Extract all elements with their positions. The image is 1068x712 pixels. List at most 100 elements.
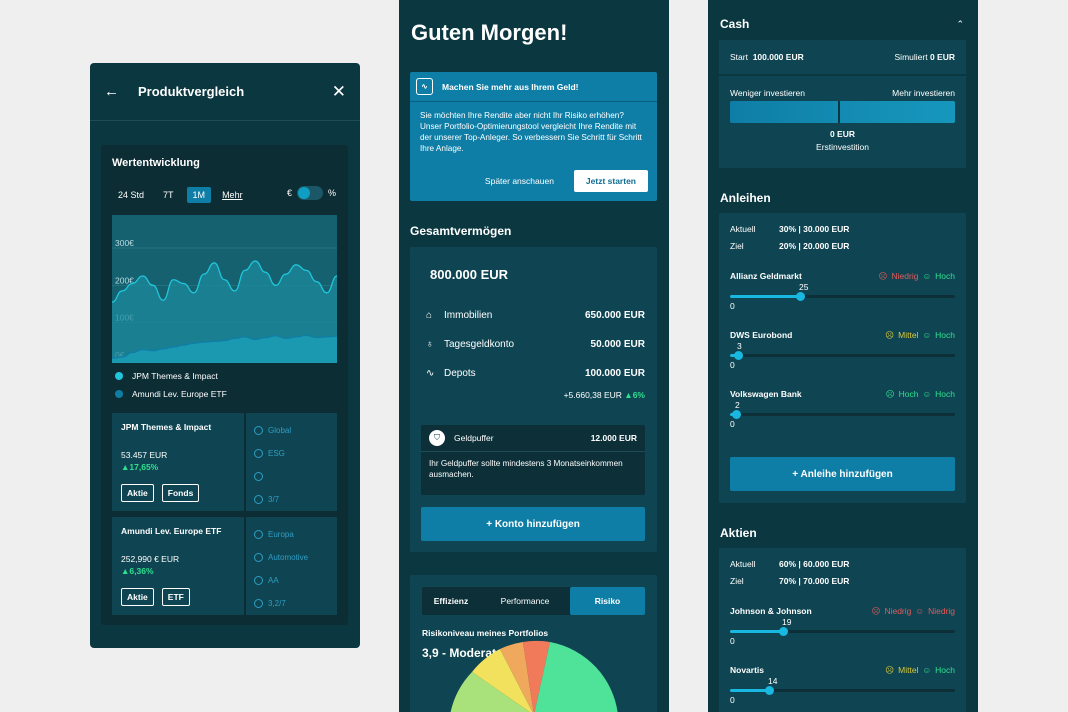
slider-handle[interactable] [796, 292, 805, 301]
return-face-icon: ☺ [915, 606, 925, 616]
back-arrow-icon[interactable]: ← [104, 83, 119, 100]
promo-header: ∿ Machen Sie mehr aus Ihrem Geld! [410, 72, 657, 102]
portfolio-analysis-card: Effizienz Performance Risiko Risikonivea… [410, 575, 657, 712]
slider-fill [730, 689, 769, 692]
cash-buffer-card: ⛉ Geldpuffer 12.000 EUR Ihr Geldpuffer s… [421, 425, 645, 495]
fund-tag: Fonds [161, 484, 200, 502]
dashboard-screen: Guten Morgen! ∿ Machen Sie mehr aus Ihre… [399, 0, 669, 712]
cash-slider-handle[interactable] [838, 101, 840, 123]
property-label: 3,2/7 [268, 599, 286, 608]
chart-legend: JPM Themes & Impact Amundi Lev. Europe E… [115, 371, 227, 407]
bonds-title: Anleihen [720, 191, 771, 205]
asset-row[interactable]: ∿ Depots 100.000 EUR [426, 368, 645, 379]
asset-row[interactable]: ♁ Tagesgeldkonto 50.000 EUR [426, 339, 645, 350]
add-bond-button[interactable]: + Anleihe hinzufügen [730, 457, 955, 491]
close-icon[interactable]: ✕ [331, 81, 346, 101]
cash-slider[interactable] [730, 101, 955, 123]
risk-ratings: ☹ Niedrig ☺ Hoch [879, 271, 955, 282]
start-button[interactable]: Jetzt starten [573, 170, 648, 192]
tab-efficiency[interactable]: Effizienz [433, 596, 469, 606]
y-tick-label: 200€ [115, 275, 134, 285]
fund-property: AA [254, 569, 329, 592]
tab-risk[interactable]: Risiko [570, 587, 645, 615]
start-value: 100.000 EUR [752, 52, 804, 62]
slider-handle[interactable] [765, 686, 774, 695]
fund-property: Automotive [254, 546, 329, 569]
fund-change: ▲6,36% [121, 566, 154, 576]
performance-chart: 300€200€100€0€ [112, 215, 337, 363]
slider-track[interactable] [730, 410, 955, 419]
cash-start: Start 100.000 EUR [730, 52, 895, 62]
asset-row[interactable]: ⌂ Immobilien 650.000 EUR [426, 310, 645, 321]
cash-subtitle: Erstinvestition [816, 142, 869, 152]
slider-min: 0 [730, 695, 735, 705]
fund-name: Amundi Lev. Europe ETF [121, 526, 222, 536]
risk-label: Risikoniveau meines Portfolios [422, 628, 549, 638]
promo-banner: ∿ Machen Sie mehr aus Ihrem Geld! Sie mö… [410, 72, 657, 201]
fund-summary: JPM Themes & Impact 53.457 EUR ▲17,65% A… [112, 413, 244, 511]
fund-properties: Global ESG 3/7 [246, 413, 337, 511]
gain-absolute: +5.660,38 EUR [563, 390, 622, 400]
asset-label: Immobilien [444, 310, 493, 321]
risk-rating: Hoch [898, 389, 919, 399]
rating-icon [254, 576, 263, 585]
buffer-label: Geldpuffer [454, 433, 494, 443]
slider-track[interactable] [730, 686, 955, 695]
slider-handle[interactable] [732, 410, 741, 419]
header: ← Produktvergleich ✕ [90, 63, 360, 121]
more-link[interactable]: Mehr [222, 190, 243, 200]
slider-handle[interactable] [734, 351, 743, 360]
alloc-target: Ziel 20% | 20.000 EUR [730, 238, 849, 255]
legend-label: JPM Themes & Impact [132, 371, 218, 381]
cash-amount: 0 EUR [829, 129, 856, 139]
slider-handle[interactable] [779, 627, 788, 636]
asset-name: Volkswagen Bank [730, 389, 802, 399]
period-1m[interactable]: 1M [186, 187, 212, 203]
greeting: Guten Morgen! [411, 20, 568, 45]
return-face-icon: ☺ [922, 389, 932, 399]
series-line [112, 260, 337, 303]
property-label: Europa [268, 530, 294, 539]
risk-face-icon: ☹ [885, 665, 895, 675]
performance-card: Wertentwicklung 24 Std 7T 1M Mehr € % 30… [101, 145, 348, 625]
risk-rating: Niedrig [891, 271, 919, 281]
start-label: Start [730, 52, 748, 62]
buffer-amount: 12.000 EUR [590, 433, 637, 443]
return-rating: Niedrig [928, 606, 955, 616]
asset-name: Allianz Geldmarkt [730, 271, 802, 281]
shield-icon: ⛉ [429, 430, 445, 446]
slider-track[interactable] [730, 627, 955, 636]
return-rating: Hoch [935, 271, 955, 281]
risk-face-icon: ☹ [878, 271, 888, 281]
slider-min: 0 [730, 301, 735, 311]
period-24h[interactable]: 24 Std [118, 190, 145, 200]
period-7d[interactable]: 7T [163, 190, 174, 200]
risk-rating: Mittel [898, 330, 919, 340]
gauge-segment-2 [472, 649, 533, 712]
currency-percent-toggle[interactable]: € % [287, 186, 336, 200]
property-label: AA [268, 576, 279, 585]
fund-value: 252,990 € EUR [121, 554, 180, 564]
gain-percent: ▲6% [624, 390, 645, 400]
toggle-switch[interactable] [296, 186, 323, 200]
slider-track[interactable] [730, 351, 955, 360]
cash-slider-card: Weniger investieren Mehr investieren 0 E… [719, 76, 966, 168]
later-button[interactable]: Später anschauen [484, 176, 554, 186]
slider-track[interactable] [730, 292, 955, 301]
chevron-up-icon[interactable]: ⌃ [956, 19, 964, 29]
fund-property: Global [254, 419, 329, 442]
asset-slider-item: DWS Eurobond ☹ Mittel ☺ Hoch 3 0 [730, 330, 955, 386]
add-account-button[interactable]: + Konto hinzufügen [421, 507, 645, 541]
slider-min: 0 [730, 360, 735, 370]
risk-rating: Niedrig [884, 606, 912, 616]
card-title: Wertentwicklung [112, 157, 200, 169]
total-assets-card: 800.000 EUR ⌂ Immobilien 650.000 EUR ♁ T… [410, 247, 657, 552]
asset-name: Johnson & Johnson [730, 606, 812, 616]
property-label: 3/7 [268, 495, 280, 504]
tab-performance[interactable]: Performance [500, 596, 550, 606]
shield-icon [254, 495, 263, 504]
simulation-screen: Cash ⌃ Start 100.000 EUR Simuliert 0 EUR… [708, 0, 978, 712]
risk-ratings: ☹ Hoch ☺ Hoch [886, 389, 955, 400]
asset-amount: 100.000 EUR [584, 368, 645, 379]
asset-slider-item: Volkswagen Bank ☹ Hoch ☺ Hoch 2 0 [730, 389, 955, 445]
